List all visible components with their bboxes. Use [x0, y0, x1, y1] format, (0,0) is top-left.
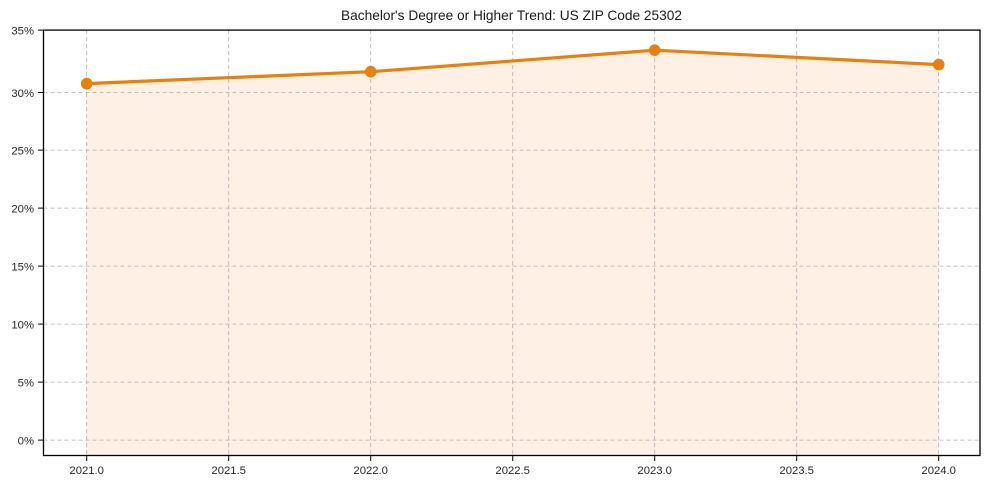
svg-text:2021.5: 2021.5	[211, 465, 246, 477]
svg-text:2023.5: 2023.5	[779, 465, 814, 477]
svg-text:Bachelor's Degree or Higher Tr: Bachelor's Degree or Higher Trend: US ZI…	[341, 8, 682, 23]
svg-text:20%: 20%	[11, 204, 34, 216]
svg-text:2021.0: 2021.0	[69, 465, 104, 477]
svg-text:30%: 30%	[11, 88, 34, 100]
svg-text:2022.5: 2022.5	[495, 465, 530, 477]
svg-text:2022.0: 2022.0	[353, 465, 388, 477]
svg-text:15%: 15%	[11, 262, 34, 274]
svg-text:35%: 35%	[11, 26, 34, 38]
svg-text:2024.0: 2024.0	[921, 465, 956, 477]
svg-text:2023.0: 2023.0	[637, 465, 672, 477]
svg-text:0%: 0%	[18, 436, 34, 448]
svg-text:10%: 10%	[11, 320, 34, 332]
svg-text:5%: 5%	[18, 378, 34, 390]
svg-text:25%: 25%	[11, 146, 34, 158]
